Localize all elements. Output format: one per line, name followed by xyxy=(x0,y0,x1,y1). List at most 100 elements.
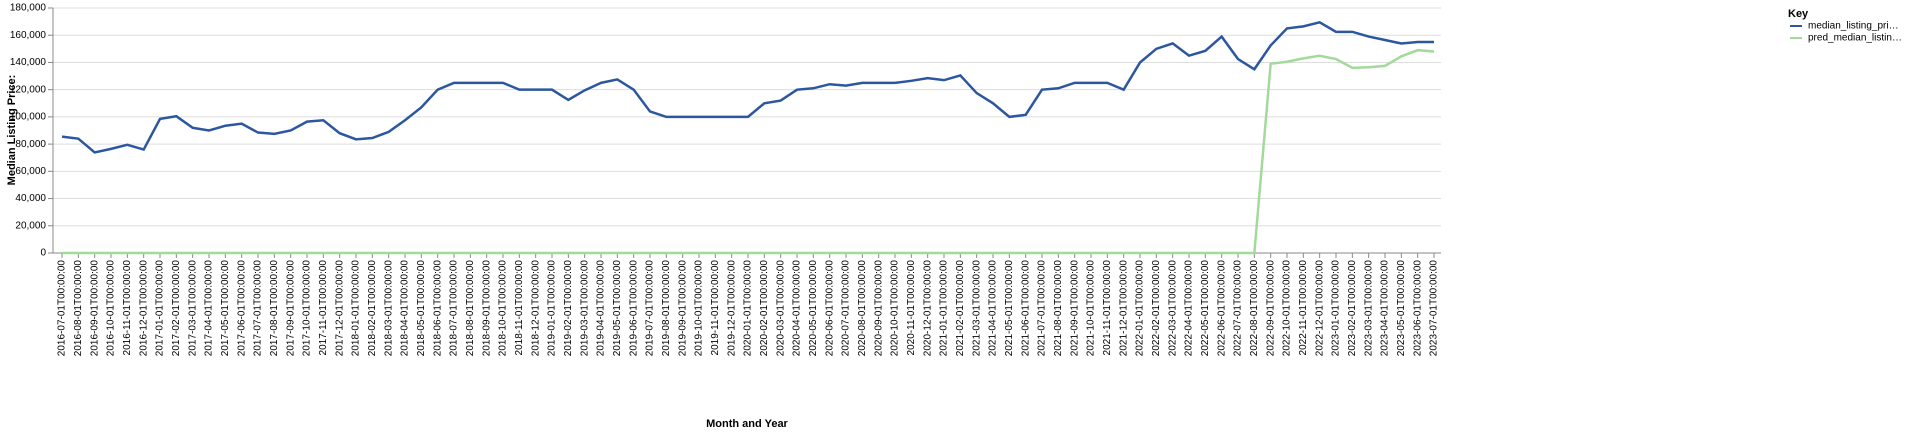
x-tick-label: 2017-10-01T00:00:00 xyxy=(302,260,313,357)
x-tick-label: 2023-04-01T00:00:00 xyxy=(1380,260,1391,357)
x-tick-label: 2018-02-01T00:00:00 xyxy=(367,260,378,357)
x-tick-label: 2022-09-01T00:00:00 xyxy=(1265,260,1276,357)
x-tick-label: 2021-10-01T00:00:00 xyxy=(1086,260,1097,357)
x-tick-label: 2023-06-01T00:00:00 xyxy=(1412,260,1423,357)
x-tick-label: 2018-05-01T00:00:00 xyxy=(416,260,427,357)
y-tick-label: 40,000 xyxy=(15,193,46,204)
x-tick-label: 2023-03-01T00:00:00 xyxy=(1363,260,1374,357)
line xyxy=(62,48,1435,255)
x-tick-label: 2017-09-01T00:00:00 xyxy=(285,260,296,357)
legend-label: median_listing_pri… xyxy=(1808,21,1899,32)
x-tick-label: 2018-09-01T00:00:00 xyxy=(481,260,492,357)
x-tick-label: 2017-12-01T00:00:00 xyxy=(334,260,345,357)
x-tick-label: 2021-08-01T00:00:00 xyxy=(1053,260,1064,357)
x-tick-label: 2021-09-01T00:00:00 xyxy=(1069,260,1080,357)
x-tick-label: 2021-03-01T00:00:00 xyxy=(971,260,982,357)
y-tick-label: 80,000 xyxy=(15,139,46,150)
x-tick-label: 2020-05-01T00:00:00 xyxy=(808,260,819,357)
x-tick-label: 2022-11-01T00:00:00 xyxy=(1298,260,1309,356)
y-tick-label: 60,000 xyxy=(15,166,46,177)
x-tick-label: 2021-01-01T00:00:00 xyxy=(939,260,950,357)
x-tick-label: 2020-08-01T00:00:00 xyxy=(857,260,868,357)
y-tick-label: 20,000 xyxy=(15,220,46,231)
y-tick-label: 160,000 xyxy=(10,30,47,41)
x-tick-label: 2022-02-01T00:00:00 xyxy=(1151,260,1162,357)
x-tick-label: 2021-04-01T00:00:00 xyxy=(988,260,999,357)
x-tick-label: 2020-01-01T00:00:00 xyxy=(743,260,754,357)
x-tick-label: 2019-02-01T00:00:00 xyxy=(563,260,574,357)
x-tick-label: 2020-10-01T00:00:00 xyxy=(890,260,901,357)
x-tick-label: 2020-07-01T00:00:00 xyxy=(841,260,852,357)
x-tick-label: 2018-04-01T00:00:00 xyxy=(400,260,411,357)
x-tick-label: 2019-04-01T00:00:00 xyxy=(596,260,607,357)
x-tick-label: 2016-09-01T00:00:00 xyxy=(89,260,100,357)
x-tick-label: 2018-12-01T00:00:00 xyxy=(530,260,541,357)
x-tick-label: 2020-04-01T00:00:00 xyxy=(792,260,803,357)
x-tick-label: 2021-11-01T00:00:00 xyxy=(1102,260,1113,356)
x-tick-label: 2023-02-01T00:00:00 xyxy=(1347,260,1358,357)
x-tick-label: 2023-07-01T00:00:00 xyxy=(1429,260,1440,357)
x-tick-label: 2016-07-01T00:00:00 xyxy=(57,260,68,357)
x-tick-label: 2021-12-01T00:00:00 xyxy=(1118,260,1129,357)
x-tick-label: 2023-05-01T00:00:00 xyxy=(1396,260,1407,357)
x-tick-label: 2018-11-01T00:00:00 xyxy=(514,260,525,356)
x-tick-label: 2019-11-01T00:00:00 xyxy=(710,260,721,356)
y-tick-label: 140,000 xyxy=(10,57,47,68)
x-tick-label: 2016-10-01T00:00:00 xyxy=(106,260,117,357)
x-tick-label: 2022-08-01T00:00:00 xyxy=(1249,260,1260,357)
x-tick-label: 2019-08-01T00:00:00 xyxy=(661,260,672,357)
x-tick-label: 2017-07-01T00:00:00 xyxy=(253,260,264,357)
x-tick-label: 2019-03-01T00:00:00 xyxy=(579,260,590,357)
x-tick-label: 2018-08-01T00:00:00 xyxy=(465,260,476,357)
x-tick-label: 2021-06-01T00:00:00 xyxy=(1020,260,1031,357)
x-tick-label: 2020-06-01T00:00:00 xyxy=(824,260,835,357)
x-tick-label: 2017-05-01T00:00:00 xyxy=(220,260,231,357)
x-tick-label: 2019-10-01T00:00:00 xyxy=(694,260,705,357)
x-tick-label: 2017-06-01T00:00:00 xyxy=(236,260,247,357)
x-tick-label: 2018-01-01T00:00:00 xyxy=(351,260,362,357)
x-tick-label: 2020-11-01T00:00:00 xyxy=(906,260,917,356)
x-tick-label: 2023-01-01T00:00:00 xyxy=(1331,260,1342,357)
x-tick-label: 2022-06-01T00:00:00 xyxy=(1216,260,1227,357)
line xyxy=(61,20,1434,154)
x-tick-label: 2020-09-01T00:00:00 xyxy=(873,260,884,357)
y-tick-label: 180,000 xyxy=(10,3,47,14)
x-tick-label: 2021-05-01T00:00:00 xyxy=(1004,260,1015,357)
x-tick-label: 2019-07-01T00:00:00 xyxy=(645,260,656,357)
legend-title: Key xyxy=(1788,8,1809,20)
x-tick-label: 2019-12-01T00:00:00 xyxy=(726,260,737,357)
x-tick-label: 2020-02-01T00:00:00 xyxy=(759,260,770,357)
legend-label: pred_median_listin… xyxy=(1808,33,1902,44)
x-tick-label: 2018-07-01T00:00:00 xyxy=(449,260,460,357)
x-tick-label: 2017-11-01T00:00:00 xyxy=(318,260,329,356)
x-tick-label: 2018-10-01T00:00:00 xyxy=(498,260,509,357)
y-tick-label: 0 xyxy=(40,248,46,259)
x-tick-label: 2017-08-01T00:00:00 xyxy=(269,260,280,357)
x-tick-label: 2019-06-01T00:00:00 xyxy=(628,260,639,357)
x-tick-label: 2018-06-01T00:00:00 xyxy=(432,260,443,357)
x-tick-label: 2021-02-01T00:00:00 xyxy=(955,260,966,357)
x-tick-label: 2020-03-01T00:00:00 xyxy=(775,260,786,357)
y-tick-label: 120,000 xyxy=(10,84,47,95)
x-tick-label: 2017-03-01T00:00:00 xyxy=(187,260,198,357)
x-tick-label: 2019-09-01T00:00:00 xyxy=(677,260,688,357)
x-axis-title: Month and Year xyxy=(706,418,788,430)
x-tick-label: 2016-11-01T00:00:00 xyxy=(122,260,133,356)
x-tick-label: 2022-03-01T00:00:00 xyxy=(1167,260,1178,357)
x-tick-label: 2019-05-01T00:00:00 xyxy=(612,260,623,357)
x-tick-label: 2017-02-01T00:00:00 xyxy=(171,260,182,357)
x-tick-label: 2019-01-01T00:00:00 xyxy=(547,260,558,357)
x-tick-label: 2022-07-01T00:00:00 xyxy=(1233,260,1244,357)
x-tick-label: 2018-03-01T00:00:00 xyxy=(383,260,394,357)
x-tick-label: 2016-08-01T00:00:00 xyxy=(73,260,84,357)
x-tick-label: 2022-04-01T00:00:00 xyxy=(1184,260,1195,357)
x-tick-label: 2022-05-01T00:00:00 xyxy=(1200,260,1211,357)
x-tick-label: 2017-04-01T00:00:00 xyxy=(204,260,215,357)
x-tick-label: 2021-07-01T00:00:00 xyxy=(1037,260,1048,357)
x-tick-label: 2022-12-01T00:00:00 xyxy=(1314,260,1325,357)
x-tick-label: 2020-12-01T00:00:00 xyxy=(922,260,933,357)
x-tick-label: 2022-10-01T00:00:00 xyxy=(1282,260,1293,357)
x-tick-label: 2022-01-01T00:00:00 xyxy=(1135,260,1146,357)
x-tick-label: 2017-01-01T00:00:00 xyxy=(155,260,166,357)
